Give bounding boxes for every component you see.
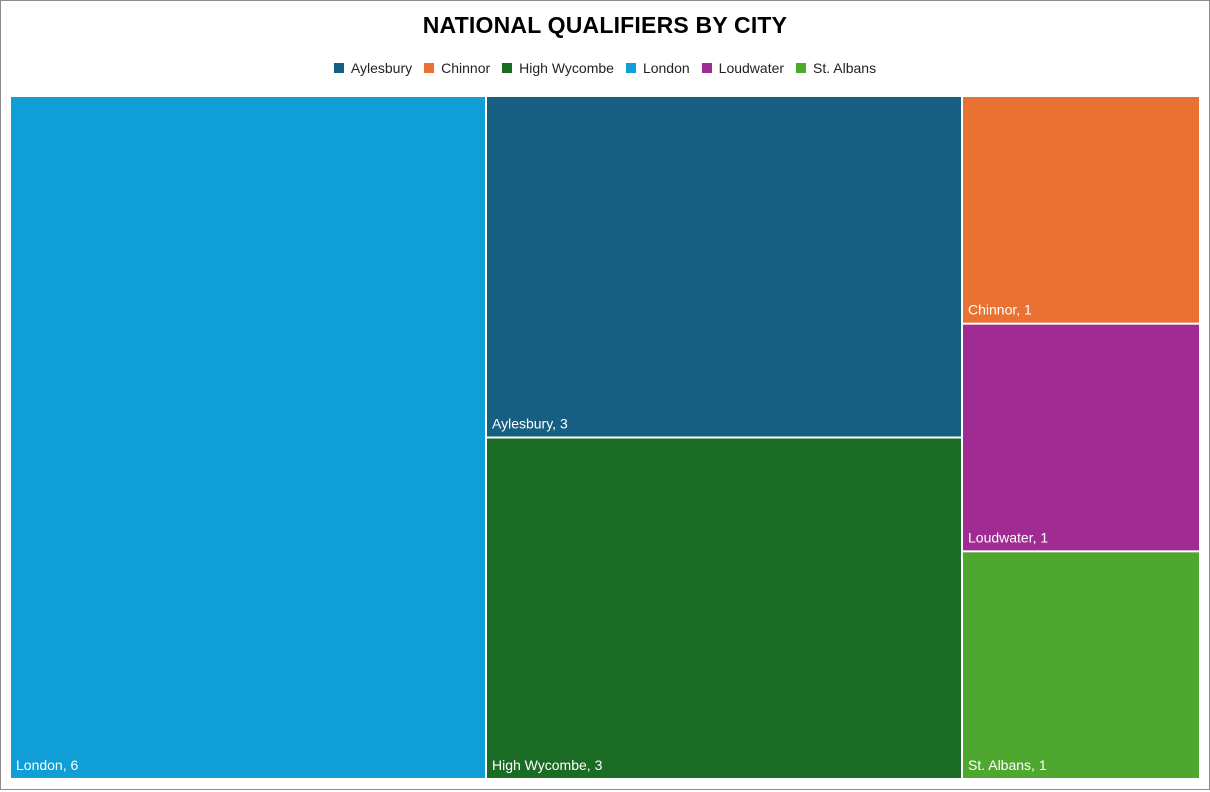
treemap-tile-aylesbury: Aylesbury, 3 <box>487 97 961 437</box>
legend-item-chinnor: Chinnor <box>424 60 490 76</box>
chart-title: NATIONAL QUALIFIERS BY CITY <box>422 12 788 38</box>
treemap-tile-london: London, 6 <box>11 97 485 778</box>
treemap-label-loudwater: Loudwater, 1 <box>968 529 1048 545</box>
legend-label-london: London <box>642 60 690 76</box>
legend-swatch-st-albans <box>796 63 807 73</box>
treemap-rect-chinnor <box>963 97 1199 323</box>
treemap-tile-high-wycombe: High Wycombe, 3 <box>487 438 961 778</box>
treemap-label-chinnor: Chinnor, 1 <box>968 302 1032 318</box>
legend-label-st-albans: St. Albans <box>813 60 877 76</box>
treemap-svg: London, 6 Aylesbury, 3 High Wycombe, 3 Chin… <box>11 97 1199 778</box>
legend-swatch-london <box>625 63 636 73</box>
treemap-plot-area: London, 6 Aylesbury, 3 High Wycombe, 3 Chin… <box>10 96 1200 779</box>
legend-item-loudwater: Loudwater <box>701 60 785 76</box>
treemap-rect-st-albans <box>963 552 1199 778</box>
treemap-rect-london <box>11 97 485 778</box>
legend-label-aylesbury: Aylesbury <box>350 60 413 76</box>
legend-item-high-wycombe: High Wycombe <box>502 60 614 76</box>
legend-swatch-chinnor <box>424 63 435 73</box>
treemap-label-london: London, 6 <box>16 757 78 773</box>
treemap-tile-loudwater: Loudwater, 1 <box>963 324 1199 551</box>
legend-label-loudwater: Loudwater <box>718 60 785 76</box>
treemap-label-high-wycombe: High Wycombe, 3 <box>492 757 603 773</box>
legend-item-aylesbury: Aylesbury <box>333 60 413 76</box>
treemap-tile-chinnor: Chinnor, 1 <box>963 97 1199 323</box>
treemap-label-st-albans: St. Albans, 1 <box>968 757 1047 773</box>
treemap-rect-aylesbury <box>487 97 961 437</box>
treemap-label-aylesbury: Aylesbury, 3 <box>492 416 568 432</box>
legend-swatch-loudwater <box>701 63 712 73</box>
legend-item-london: London <box>625 60 690 76</box>
legend-item-st-albans: St. Albans <box>796 60 876 76</box>
legend-swatch-high-wycombe <box>502 63 513 73</box>
legend-label-high-wycombe: High Wycombe <box>519 60 614 76</box>
treemap-rect-high-wycombe <box>487 438 961 778</box>
treemap-tile-st-albans: St. Albans, 1 <box>963 552 1199 778</box>
chart-legend: Aylesbury Chinnor High Wycombe London Loudwa… <box>0 60 1210 76</box>
legend-swatch-aylesbury <box>333 63 344 73</box>
treemap-rect-loudwater <box>963 324 1199 551</box>
legend-label-chinnor: Chinnor <box>441 60 491 76</box>
